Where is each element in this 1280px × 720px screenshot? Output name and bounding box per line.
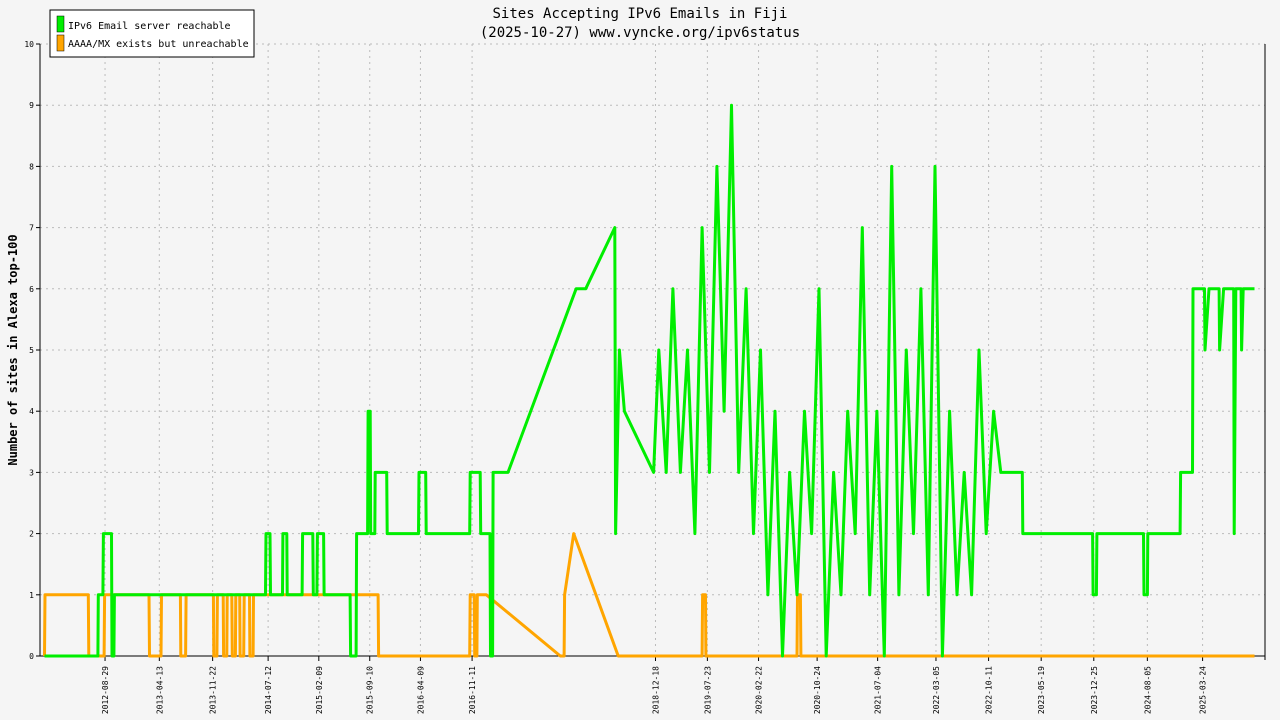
axis-ticks: 0 1 2 3 4 5 6 7 8 9 10 2012-08-29 2013-04-13 2013-11-…: [24, 40, 1207, 714]
x-tick-label: 2023-12-25: [1090, 666, 1099, 714]
x-tick-label: 2012-08-29: [101, 666, 110, 714]
legend: IPv6 Email server reachable AAAA/MX exis…: [49, 9, 255, 58]
legend-label-unreachable: AAAA/MX exists but unreachable: [68, 39, 249, 50]
series-line-reachable: [44, 103, 1255, 658]
y-tick-label: 7: [29, 224, 34, 233]
chart-title: Sites Accepting IPv6 Emails in Fiji: [492, 6, 787, 22]
x-tick-label: 2022-10-11: [985, 666, 994, 714]
x-tick-label: 2015-02-09: [315, 666, 324, 714]
y-tick-label: 9: [29, 101, 34, 110]
y-tick-label: 10: [24, 40, 34, 49]
x-tick-label: 2019-07-23: [703, 666, 712, 714]
x-tick-label: 2014-07-12: [264, 666, 273, 714]
x-tick-label: 2024-08-05: [1143, 666, 1152, 714]
y-tick-label: 8: [29, 162, 34, 171]
x-tick-label: 2013-04-13: [155, 666, 164, 714]
y-tick-label: 3: [29, 468, 34, 477]
x-tick-label: 2013-11-22: [209, 666, 218, 714]
y-tick-label: 5: [29, 346, 34, 355]
x-tick-label: 2022-03-05: [932, 666, 941, 714]
y-tick-label: 1: [29, 591, 34, 600]
legend-box: [49, 9, 255, 58]
x-tick-label: 2025-03-24: [1199, 666, 1208, 714]
x-tick-label: 2020-02-22: [755, 666, 764, 714]
x-tick-label: 2018-12-18: [651, 666, 660, 714]
x-tick-label: 2020-10-24: [813, 666, 822, 714]
chart-subtitle: (2025-10-27) www.vyncke.org/ipv6status: [480, 25, 800, 41]
legend-swatch-unreachable: [56, 34, 65, 52]
y-tick-label: 0: [29, 652, 34, 661]
x-tick-label: 2015-09-10: [366, 666, 375, 714]
y-axis-label: Number of sites in Alexa top-100: [6, 234, 20, 465]
y-tick-label: 2: [29, 530, 34, 539]
legend-label-reachable: IPv6 Email server reachable: [68, 21, 231, 32]
x-tick-label: 2016-04-09: [416, 666, 425, 714]
y-tick-label: 6: [29, 285, 34, 294]
x-tick-label: 2021-07-04: [874, 666, 883, 714]
x-tick-label: 2016-11-11: [468, 666, 477, 714]
y-tick-label: 4: [29, 407, 34, 416]
x-tick-label: 2023-05-19: [1037, 666, 1046, 714]
legend-swatch-reachable: [56, 15, 65, 33]
series-lines: [43, 103, 1255, 658]
